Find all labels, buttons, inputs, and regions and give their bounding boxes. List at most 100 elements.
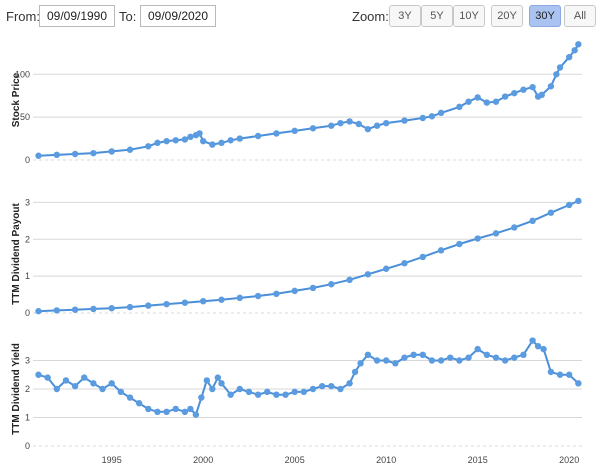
- dividend-payout-data-point: [218, 296, 225, 303]
- dividend-payout-data-point: [181, 299, 189, 306]
- stock-price-data-point: [355, 120, 362, 128]
- dividend-yield-data-point: [556, 371, 564, 378]
- dividend-payout-data-point: [575, 197, 582, 205]
- to-date-input[interactable]: 09/09/2020: [140, 5, 216, 27]
- dividend-yield-data-point: [364, 351, 372, 358]
- dividend-yield-data-point: [465, 354, 472, 361]
- stock-price-data-point: [227, 137, 234, 144]
- dividend-yield-data-point: [187, 405, 194, 413]
- x-axis-tick-label: 2005: [285, 455, 305, 465]
- stock-price-ytick-label: 0: [25, 155, 30, 165]
- stock-price-data-point: [565, 53, 573, 61]
- stock-price-data-point: [501, 93, 509, 100]
- dividend-yield-axis-label: TTM Dividend Yield: [11, 343, 22, 435]
- stock-price-data-point: [172, 137, 179, 144]
- stock-price-data-point: [291, 127, 298, 135]
- from-date-input[interactable]: 09/09/1990: [39, 5, 115, 27]
- dividend-yield-data-point: [346, 380, 353, 387]
- dividend-yield-series-line: [38, 338, 579, 417]
- dividend-yield-data-point: [511, 354, 518, 361]
- dividend-yield-data-point: [291, 388, 298, 396]
- zoom-label: Zoom:: [352, 9, 389, 24]
- dividend-yield-data-point: [236, 385, 243, 393]
- stock-price-data-point: [456, 103, 463, 111]
- stock-price-data-point: [538, 91, 545, 99]
- dividend-payout-data-point: [382, 265, 390, 272]
- dividend-yield-data-point: [172, 405, 179, 413]
- zoom-button-20y[interactable]: 20Y: [491, 5, 523, 27]
- dividend-yield-data-point: [273, 391, 280, 398]
- dividend-payout-ytick-label: 3: [25, 197, 30, 207]
- dividend-payout-data-point: [108, 305, 115, 312]
- stock-price-data-point: [163, 137, 170, 145]
- stock-price-data-point: [571, 47, 578, 54]
- dividend-yield-data-point: [264, 388, 271, 396]
- dividend-yield-data-point: [44, 374, 51, 381]
- dividend-payout-data-point: [328, 281, 335, 288]
- stock-price-data-point: [419, 114, 426, 122]
- stock-price-data-point: [328, 122, 335, 129]
- stock-price-data-point: [35, 152, 42, 159]
- dividend-payout-series-line: [38, 199, 579, 313]
- dividend-yield-data-point: [483, 351, 491, 358]
- dividend-yield-data-point: [565, 371, 573, 378]
- dividend-yield-data-point: [126, 394, 134, 401]
- dividend-payout-data-point: [346, 276, 353, 284]
- zoom-button-30y[interactable]: 30Y: [529, 5, 561, 27]
- dividend-yield-data-point: [456, 357, 463, 364]
- dividend-yield-ytick-label: 0: [25, 441, 30, 451]
- dividend-yield-data-point: [529, 337, 536, 344]
- zoom-button-3y[interactable]: 3Y: [389, 5, 421, 27]
- dividend-yield-data-point: [209, 385, 216, 393]
- stock-price-data-point: [71, 150, 79, 158]
- stock-price-data-point: [346, 118, 353, 125]
- dividend-yield-data-point: [203, 377, 211, 384]
- dividend-payout-data-point: [163, 300, 170, 308]
- stock-price-data-point: [520, 86, 527, 93]
- stock-price-data-point: [428, 113, 436, 120]
- dividend-yield-data-point: [192, 411, 200, 418]
- dividend-yield-data-point: [328, 382, 335, 390]
- stock-price-ytick-label: 50: [20, 112, 30, 122]
- dividend-payout-data-point: [35, 307, 42, 315]
- zoom-button-5y[interactable]: 5Y: [421, 5, 453, 27]
- dividend-yield-ytick-label: 2: [25, 384, 30, 394]
- dividend-payout-ytick-label: 2: [25, 234, 30, 244]
- stock-price-data-point: [529, 83, 536, 91]
- stock-price-data-point: [553, 71, 560, 78]
- dividend-yield-data-point: [90, 380, 97, 387]
- dividend-payout-axis-label: TTM Dividend Payout: [11, 202, 22, 304]
- dividend-yield-data-point: [145, 405, 152, 413]
- stock-price-data-point: [437, 109, 445, 117]
- stock-price-data-point: [187, 133, 194, 141]
- dividend-payout-data-point: [199, 298, 207, 305]
- dividend-yield-data-point: [163, 408, 170, 415]
- to-label: To:: [119, 9, 137, 24]
- dividend-yield-data-point: [540, 345, 547, 353]
- stock-price-data-point: [465, 98, 472, 105]
- dividend-payout-ytick-label: 1: [25, 271, 30, 281]
- dividend-yield-data-point: [520, 351, 527, 358]
- stock-price-data-point: [53, 151, 60, 159]
- dividend-payout-data-point: [529, 217, 536, 225]
- dividend-yield-data-point: [282, 391, 289, 398]
- dividend-payout-data-point: [565, 201, 573, 209]
- zoom-button-10y[interactable]: 10Y: [453, 5, 485, 27]
- stock-price-data-point: [556, 64, 564, 71]
- stock-price-data-point: [218, 139, 225, 147]
- dividend-payout-data-point: [254, 292, 262, 300]
- dividend-yield-data-point: [318, 382, 326, 390]
- dividend-yield-ytick-label: 1: [25, 413, 30, 423]
- dividend-yield-data-point: [351, 368, 359, 376]
- stock-price-data-point: [126, 146, 134, 153]
- dividend-yield-data-point: [35, 371, 42, 378]
- dividend-yield-data-point: [245, 388, 253, 396]
- dividend-yield-data-point: [501, 357, 509, 364]
- dividend-yield-data-point: [437, 357, 445, 364]
- dividend-yield-data-point: [447, 354, 454, 361]
- dividend-yield-data-point: [392, 360, 399, 367]
- dividend-payout-data-point: [273, 290, 280, 298]
- stock-price-data-point: [575, 41, 582, 48]
- zoom-button-all[interactable]: All: [564, 5, 596, 27]
